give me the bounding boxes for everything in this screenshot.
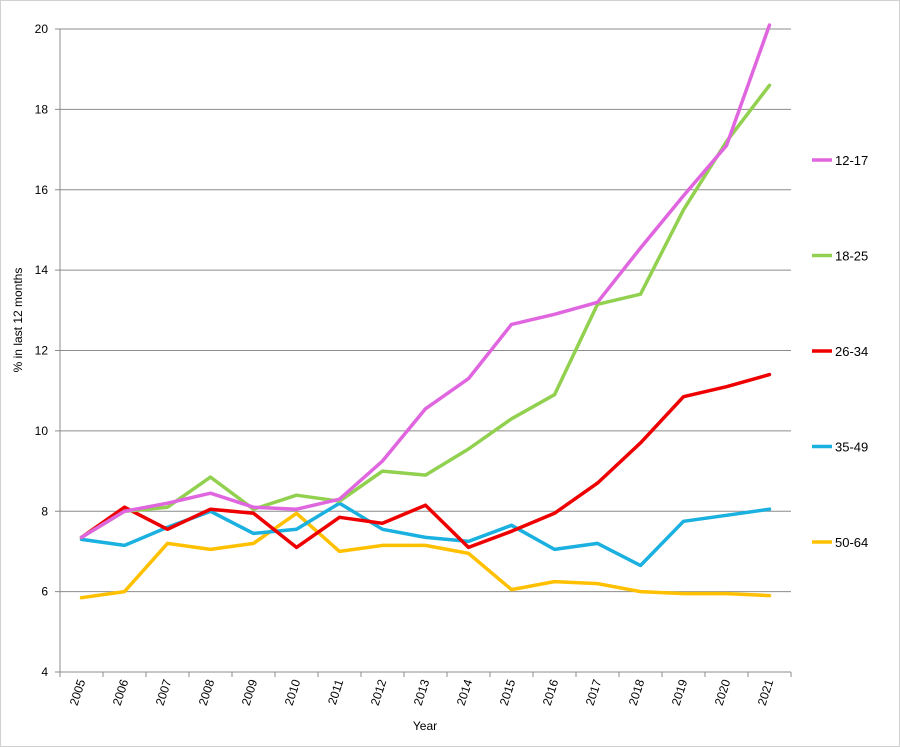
legend-label: 18-25 [835,249,868,264]
x-tick-label: 2011 [325,677,346,706]
legend-item-50-64: 50-64 [812,535,868,550]
x-tick-label: 2008 [196,677,218,707]
x-tick-label: 2014 [454,677,476,707]
x-tick-label: 2010 [282,677,304,707]
series-line-12-17 [79,23,772,540]
y-tick-label: 14 [35,263,49,277]
x-tick-label: 2006 [110,677,132,707]
series-line-26-34 [79,372,772,550]
series-line-18-25 [79,83,772,540]
axes: 4 6 8 10 12 14 16 18 20 2005 2006 2007 2008 2009 2010 2… [35,22,792,707]
x-tick-label: 2007 [153,677,175,707]
y-tick-label: 4 [41,665,48,679]
x-tick-label: 2012 [368,677,390,707]
x-tick-label: 2021 [755,677,777,707]
x-axis-title: Year [413,719,437,733]
legend-item-18-25: 18-25 [812,249,868,264]
y-tick-label: 6 [41,585,48,599]
x-tick-label: 2013 [411,677,433,707]
x-tick-label: 2019 [669,677,691,707]
y-tick-label: 10 [35,424,49,438]
x-tick-label: 2009 [239,677,261,707]
x-tick-label: 2016 [540,677,562,707]
y-tick-label: 8 [41,504,48,518]
y-tick-label: 16 [35,183,49,197]
y-tick-label: 18 [35,102,49,116]
y-tick-label: 20 [35,22,49,36]
y-axis-title: % in last 12 months [11,268,25,373]
series-line-50-64 [79,511,772,600]
x-tick-label: 2017 [583,677,605,707]
series-line-35-49 [79,501,772,568]
legend-label: 50-64 [835,535,868,550]
series-lines [79,23,772,600]
y-tick-label: 12 [35,344,49,358]
legend-item-26-34: 26-34 [812,344,868,359]
legend-item-35-49: 35-49 [812,440,868,455]
x-tick-label: 2005 [67,677,89,707]
legend-item-12-17: 12-17 [812,153,868,168]
legend-label: 26-34 [835,344,868,359]
x-tick-label: 2020 [712,677,734,707]
x-tick-label: 2015 [497,677,519,707]
legend-label: 35-49 [835,440,868,455]
legend: 12-17 18-25 26-34 35-49 50-64 [812,153,868,550]
x-tick-label: 2018 [626,677,648,707]
legend-label: 12-17 [835,153,868,168]
